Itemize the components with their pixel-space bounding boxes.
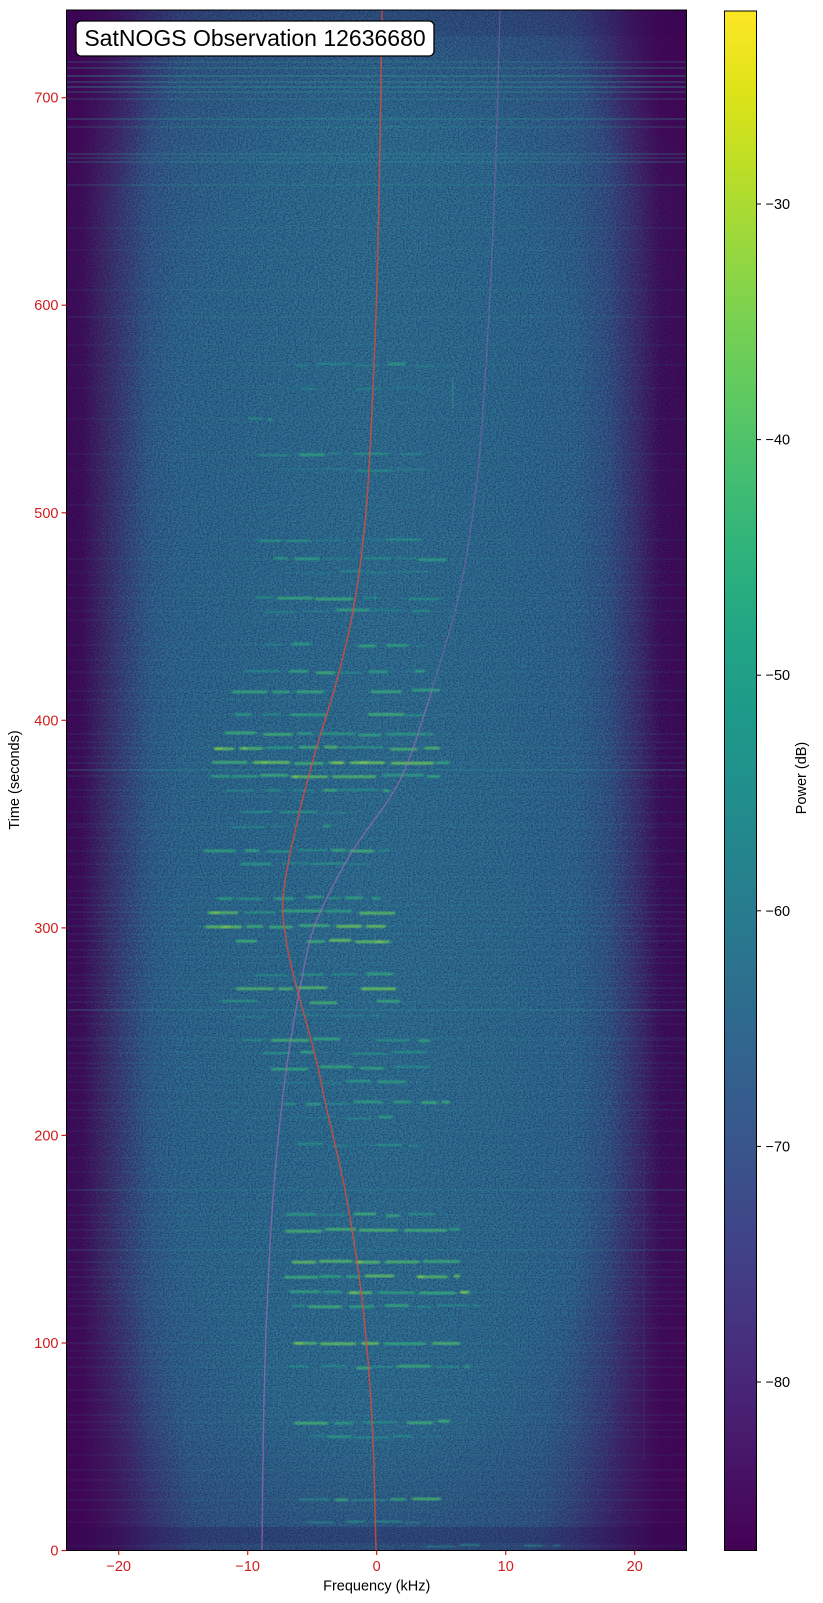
svg-text:Frequency (kHz): Frequency (kHz) xyxy=(323,1579,430,1595)
svg-text:0: 0 xyxy=(373,1559,381,1575)
svg-text:−80: −80 xyxy=(766,1375,791,1391)
svg-text:−60: −60 xyxy=(766,904,791,920)
svg-text:300: 300 xyxy=(34,921,58,937)
svg-text:400: 400 xyxy=(34,713,58,729)
svg-text:200: 200 xyxy=(34,1128,58,1144)
svg-text:−20: −20 xyxy=(106,1559,131,1575)
svg-text:−70: −70 xyxy=(766,1139,791,1155)
svg-text:500: 500 xyxy=(34,506,58,522)
svg-text:20: 20 xyxy=(627,1559,643,1575)
svg-text:−40: −40 xyxy=(766,433,791,449)
svg-text:100: 100 xyxy=(34,1336,58,1352)
svg-text:SatNOGS Observation 12636680: SatNOGS Observation 12636680 xyxy=(84,25,425,51)
svg-text:Power (dB): Power (dB) xyxy=(794,742,810,815)
svg-text:10: 10 xyxy=(498,1559,514,1575)
svg-text:0: 0 xyxy=(50,1544,58,1560)
svg-text:−30: −30 xyxy=(766,197,791,213)
svg-text:−10: −10 xyxy=(235,1559,260,1575)
svg-text:Time (seconds): Time (seconds) xyxy=(7,730,23,829)
svg-text:700: 700 xyxy=(34,91,58,107)
svg-text:600: 600 xyxy=(34,298,58,314)
svg-text:−50: −50 xyxy=(766,668,791,684)
